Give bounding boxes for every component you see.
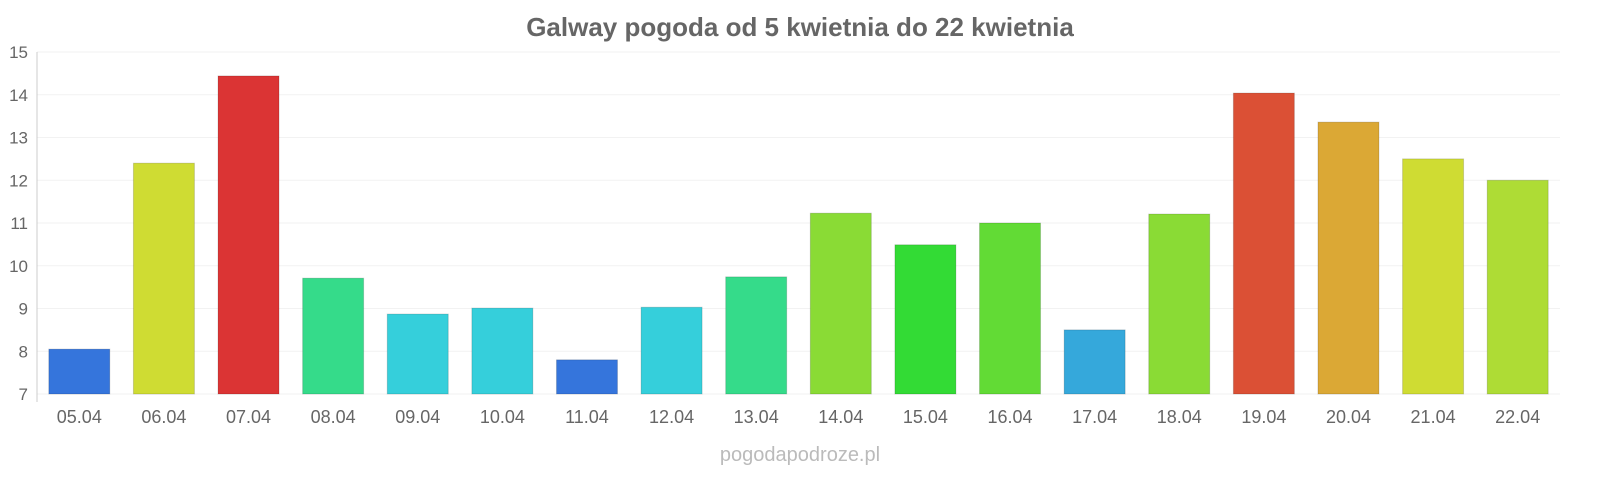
y-tick-label: 12 — [9, 171, 28, 190]
bar-13.04 — [725, 276, 788, 395]
watermark: pogodapodroze.pl — [720, 444, 880, 466]
y-tick-label: 14 — [9, 86, 28, 105]
x-tick-label: 17.04 — [1072, 407, 1117, 427]
x-tick-label: 18.04 — [1157, 407, 1202, 427]
y-tick-label: 8 — [19, 342, 28, 361]
bar-22.04 — [1486, 179, 1549, 395]
x-tick-label: 22.04 — [1495, 407, 1540, 427]
x-tick-label: 08.04 — [311, 407, 356, 427]
y-tick-label: 11 — [10, 214, 28, 233]
bar-08.04 — [302, 277, 365, 395]
bar-09.04 — [386, 313, 449, 395]
x-tick-label: 15.04 — [903, 407, 948, 427]
bar-20.04 — [1317, 121, 1380, 395]
chart-title: Galway pogoda od 5 kwietnia do 22 kwietn… — [526, 12, 1074, 42]
bar-07.04 — [217, 75, 280, 395]
x-tick-label: 10.04 — [480, 407, 525, 427]
bar-18.04 — [1148, 213, 1211, 395]
y-tick-label: 9 — [19, 300, 28, 319]
y-tick-label: 7 — [19, 385, 28, 404]
y-tick-label: 15 — [9, 43, 28, 62]
bar-06.04 — [132, 162, 195, 395]
x-tick-label: 12.04 — [649, 407, 694, 427]
x-tick-label: 09.04 — [395, 407, 440, 427]
bar-12.04 — [640, 306, 703, 395]
x-tick-label: 05.04 — [57, 407, 102, 427]
y-tick-label: 10 — [9, 257, 28, 276]
bar-15.04 — [894, 244, 957, 395]
bar-17.04 — [1063, 329, 1126, 395]
x-tick-label: 07.04 — [226, 407, 271, 427]
x-tick-label: 16.04 — [988, 407, 1033, 427]
x-tick-label: 14.04 — [818, 407, 863, 427]
bar-16.04 — [979, 222, 1042, 395]
x-tick-label: 06.04 — [141, 407, 186, 427]
x-tick-label: 11.04 — [565, 407, 609, 427]
bar-05.04 — [48, 348, 111, 395]
bar-21.04 — [1402, 158, 1465, 395]
x-tick-label: 21.04 — [1411, 407, 1456, 427]
bar-19.04 — [1232, 92, 1295, 395]
x-tick-label: 19.04 — [1241, 407, 1286, 427]
bar-10.04 — [471, 307, 534, 395]
y-tick-label: 13 — [9, 129, 28, 148]
x-tick-label: 20.04 — [1326, 407, 1371, 427]
bar-14.04 — [809, 212, 872, 395]
bar-11.04 — [555, 359, 618, 395]
x-tick-label: 13.04 — [734, 407, 779, 427]
